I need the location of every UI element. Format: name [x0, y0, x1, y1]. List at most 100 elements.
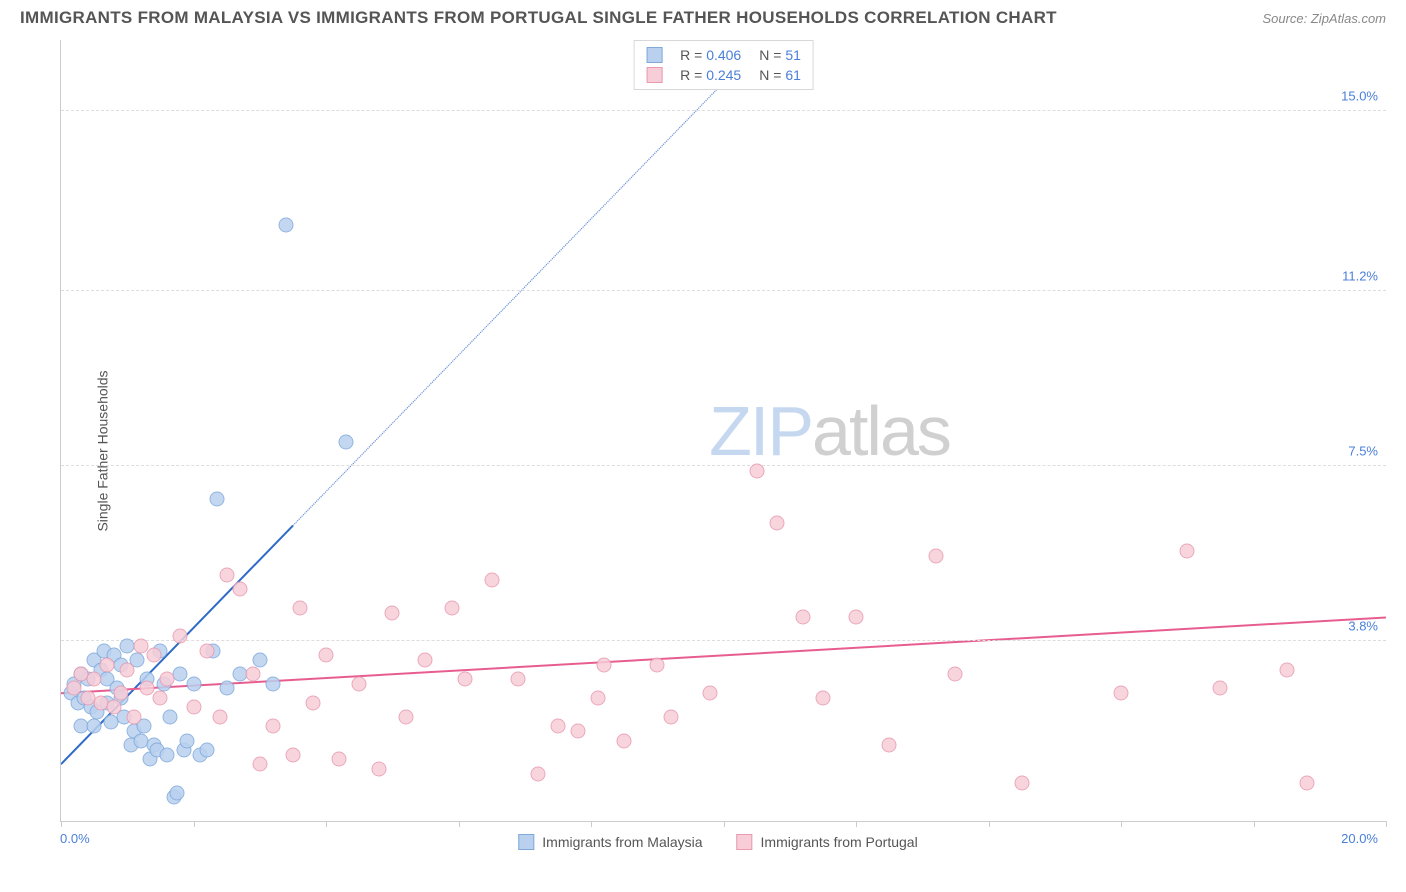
data-point-portugal — [1279, 662, 1294, 677]
data-point-portugal — [146, 648, 161, 663]
x-tick — [61, 821, 62, 827]
x-tick — [194, 821, 195, 827]
data-point-malaysia — [338, 435, 353, 450]
legend-swatch — [646, 67, 662, 83]
x-axis-end: 20.0% — [1341, 831, 1378, 846]
y-tick-label: 3.8% — [1348, 619, 1378, 634]
series-legend-item: Immigrants from Malaysia — [518, 834, 702, 850]
data-point-portugal — [153, 690, 168, 705]
data-point-malaysia — [169, 785, 184, 800]
gridline — [61, 640, 1386, 641]
stats-legend: R = 0.406 N = 51 R = 0.245N = 61 — [633, 40, 814, 90]
x-tick — [1386, 821, 1387, 827]
data-point-portugal — [550, 719, 565, 734]
y-tick-label: 11.2% — [1342, 268, 1378, 283]
data-point-portugal — [484, 572, 499, 587]
x-tick — [326, 821, 327, 827]
data-point-portugal — [372, 761, 387, 776]
data-point-portugal — [186, 700, 201, 715]
data-point-malaysia — [163, 709, 178, 724]
x-tick — [1121, 821, 1122, 827]
data-point-portugal — [570, 724, 585, 739]
data-point-portugal — [882, 738, 897, 753]
data-point-malaysia — [219, 681, 234, 696]
data-point-portugal — [173, 629, 188, 644]
x-tick — [459, 821, 460, 827]
data-point-portugal — [1114, 686, 1129, 701]
n-stat: N = 51 — [759, 47, 801, 63]
data-point-malaysia — [186, 676, 201, 691]
data-point-portugal — [928, 548, 943, 563]
gridline — [61, 110, 1386, 111]
legend-swatch — [737, 834, 753, 850]
chart-container: Single Father Households ZIPatlas R = 0.… — [50, 40, 1386, 862]
x-tick — [1254, 821, 1255, 827]
series-legend: Immigrants from Malaysia Immigrants from … — [518, 834, 917, 850]
data-point-portugal — [769, 515, 784, 530]
stats-legend-row: R = 0.245N = 61 — [646, 65, 801, 85]
x-tick — [989, 821, 990, 827]
data-point-portugal — [796, 610, 811, 625]
data-point-portugal — [126, 709, 141, 724]
data-point-portugal — [849, 610, 864, 625]
data-point-portugal — [385, 605, 400, 620]
data-point-malaysia — [279, 217, 294, 232]
series-legend-item: Immigrants from Portugal — [737, 834, 918, 850]
data-point-portugal — [597, 657, 612, 672]
data-point-portugal — [1180, 544, 1195, 559]
data-point-portugal — [418, 653, 433, 668]
data-point-portugal — [531, 766, 546, 781]
data-point-portugal — [246, 667, 261, 682]
watermark: ZIPatlas — [709, 391, 950, 471]
data-point-portugal — [703, 686, 718, 701]
data-point-portugal — [444, 601, 459, 616]
data-point-malaysia — [173, 667, 188, 682]
data-point-portugal — [140, 681, 155, 696]
data-point-portugal — [219, 567, 234, 582]
data-point-portugal — [305, 695, 320, 710]
data-point-portugal — [815, 690, 830, 705]
y-tick-label: 15.0% — [1341, 89, 1378, 104]
gridline — [61, 465, 1386, 466]
data-point-malaysia — [209, 492, 224, 507]
data-point-malaysia — [266, 676, 281, 691]
data-point-portugal — [458, 672, 473, 687]
data-point-portugal — [1299, 776, 1314, 791]
series-legend-label: Immigrants from Malaysia — [542, 834, 702, 850]
data-point-portugal — [67, 681, 82, 696]
r-stat: R = 0.406 — [680, 47, 741, 63]
data-point-portugal — [87, 672, 102, 687]
data-point-portugal — [398, 709, 413, 724]
data-point-portugal — [590, 690, 605, 705]
data-point-portugal — [113, 686, 128, 701]
data-point-portugal — [160, 672, 175, 687]
data-point-portugal — [266, 719, 281, 734]
data-point-malaysia — [160, 747, 175, 762]
x-tick — [591, 821, 592, 827]
y-tick-label: 7.5% — [1348, 444, 1378, 459]
data-point-portugal — [617, 733, 632, 748]
data-point-portugal — [107, 700, 122, 715]
data-point-malaysia — [252, 653, 267, 668]
data-point-portugal — [332, 752, 347, 767]
data-point-portugal — [232, 582, 247, 597]
watermark-zip: ZIP — [709, 392, 812, 470]
data-point-malaysia — [199, 743, 214, 758]
data-point-portugal — [1014, 776, 1029, 791]
series-legend-label: Immigrants from Portugal — [761, 834, 918, 850]
legend-swatch — [646, 47, 662, 63]
legend-swatch — [518, 834, 534, 850]
x-axis-start: 0.0% — [60, 831, 90, 846]
data-point-portugal — [252, 757, 267, 772]
data-point-portugal — [100, 657, 115, 672]
data-point-portugal — [292, 601, 307, 616]
gridline — [61, 290, 1386, 291]
data-point-portugal — [319, 648, 334, 663]
data-point-portugal — [352, 676, 367, 691]
x-tick — [724, 821, 725, 827]
r-stat: R = 0.245 — [680, 67, 741, 83]
source-label: Source: ZipAtlas.com — [1262, 11, 1386, 26]
data-point-portugal — [285, 747, 300, 762]
data-point-portugal — [663, 709, 678, 724]
data-point-portugal — [511, 672, 526, 687]
